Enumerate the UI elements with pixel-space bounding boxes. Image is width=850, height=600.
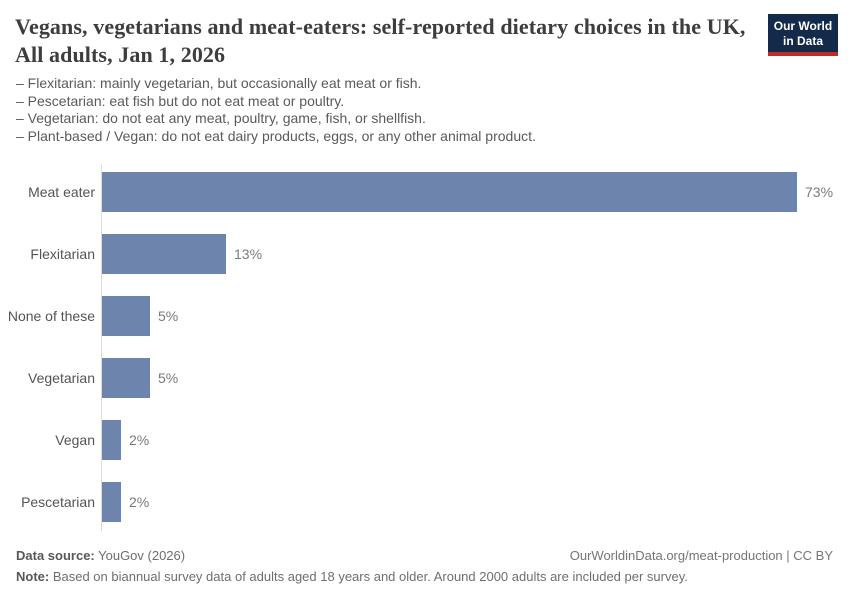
category-label: None of these	[7, 308, 95, 324]
note-line: Note: Based on biannual survey data of a…	[16, 569, 688, 584]
category-label: Vegan	[55, 432, 95, 448]
data-source-value: YouGov (2026)	[94, 548, 186, 563]
data-source-label: Data source:	[16, 548, 95, 563]
subtitle-line-flexitarian: – Flexitarian: mainly vegetarian, but oc…	[16, 75, 422, 91]
bar-row: None of these 5%	[0, 296, 850, 336]
bar[interactable]	[102, 482, 121, 522]
y-axis-line	[101, 164, 102, 531]
bar[interactable]	[102, 358, 150, 398]
value-label: 2%	[129, 432, 150, 448]
category-label: Meat eater	[28, 184, 95, 200]
bar[interactable]	[102, 234, 226, 274]
page-title: Vegans, vegetarians and meat-eaters: sel…	[15, 14, 746, 67]
value-label: 13%	[234, 246, 263, 262]
bar-row: Vegetarian 5%	[0, 358, 850, 398]
owid-logo[interactable]: Our World in Data	[768, 14, 838, 56]
bar-row: Pescetarian 2%	[0, 482, 850, 522]
bar-chart: Meat eater 73% Flexitarian 13% None of these…	[0, 160, 850, 535]
value-label: 2%	[129, 494, 150, 510]
attribution-link[interactable]: OurWorldinData.org/meat-production | CC …	[569, 548, 833, 563]
category-label: Flexitarian	[30, 246, 95, 262]
subtitle-line-pescetarian: – Pescetarian: eat fish but do not eat m…	[16, 92, 345, 109]
bar[interactable]	[102, 172, 797, 212]
bar[interactable]	[102, 420, 121, 460]
note-value: Based on biannual survey data of adults …	[49, 569, 688, 584]
value-label: 73%	[805, 184, 834, 200]
owid-logo-text: Our World in Data	[768, 14, 838, 52]
chart-subtitle: – Flexitarian: mainly vegetarian, but oc…	[16, 75, 796, 145]
data-source-line: Data source: YouGov (2026)	[16, 548, 185, 563]
bar[interactable]	[102, 296, 150, 336]
value-label: 5%	[158, 370, 179, 386]
bar-row: Flexitarian 13%	[0, 234, 850, 274]
bar-row: Vegan 2%	[0, 420, 850, 460]
owid-logo-stripe	[768, 52, 838, 56]
bar-row: Meat eater 73%	[0, 172, 850, 212]
subtitle-line-vegan: – Plant-based / Vegan: do not eat dairy …	[16, 127, 536, 144]
value-label: 5%	[158, 308, 179, 324]
category-label: Pescetarian	[21, 494, 95, 510]
category-label: Vegetarian	[28, 370, 95, 386]
subtitle-line-vegetarian: – Vegetarian: do not eat any meat, poult…	[16, 110, 426, 126]
note-label: Note:	[16, 569, 50, 584]
